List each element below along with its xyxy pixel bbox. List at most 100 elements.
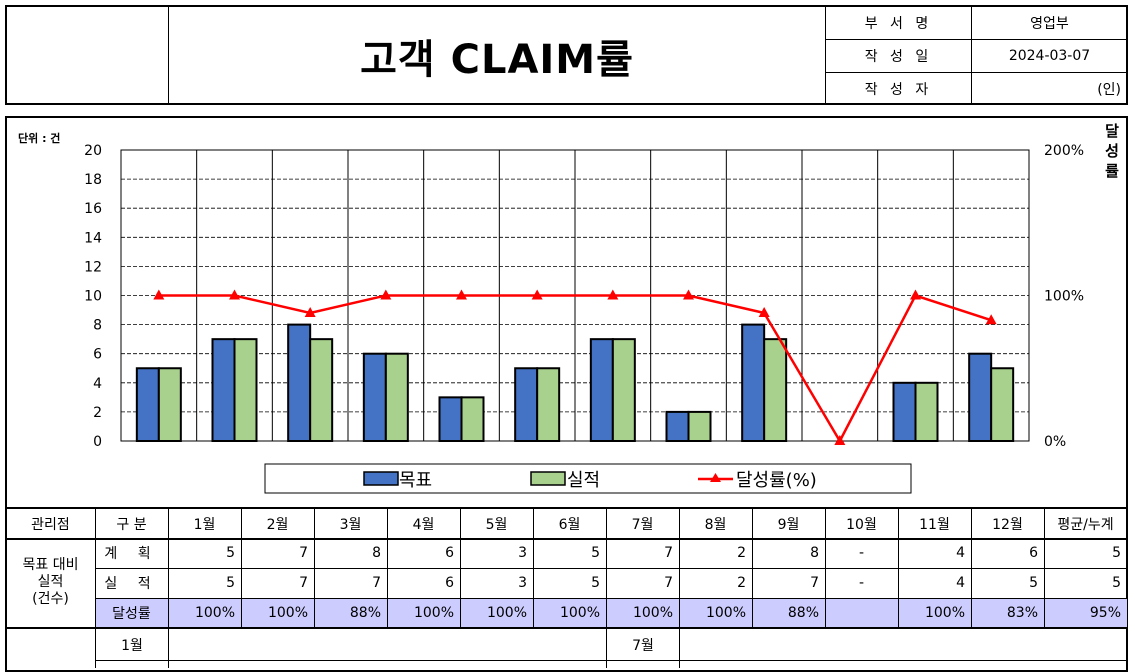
notes-divider	[679, 628, 680, 668]
table-cell[interactable]: 7	[299, 545, 308, 561]
table-cell[interactable]: 7	[810, 575, 819, 591]
y-axis-tick-label: 0	[93, 434, 102, 450]
table-cell[interactable]: 5	[226, 575, 235, 591]
table-cell[interactable]: 7	[664, 545, 673, 561]
info-value-author[interactable]: (인)	[1097, 81, 1121, 98]
table-cell[interactable]: 100%	[413, 604, 454, 621]
rate-marker	[910, 289, 921, 300]
row-label: 실 적	[104, 576, 159, 592]
bar-actual	[460, 396, 485, 443]
bar-actual	[309, 338, 334, 442]
row-label: 달성률	[112, 605, 151, 622]
table-cell[interactable]: 100%	[705, 604, 746, 621]
table-col-line	[679, 509, 680, 627]
table-cell[interactable]	[825, 598, 898, 627]
info-value-date[interactable]: 2024-03-07	[1008, 48, 1091, 64]
table-cell[interactable]: 5	[1112, 545, 1121, 561]
info-value-dept[interactable]: 영업부	[1030, 15, 1069, 32]
bar-target	[589, 338, 614, 442]
table-cell[interactable]: 7	[664, 575, 673, 591]
table-cell[interactable]: 4	[956, 545, 965, 561]
notes-divider	[95, 628, 96, 668]
header-divider-logo	[168, 6, 169, 104]
bar-target	[438, 396, 463, 443]
table-col-line	[898, 509, 899, 627]
table-cell[interactable]: 88%	[787, 604, 819, 621]
table-cell[interactable]: 2	[737, 545, 746, 561]
header-divider-info	[825, 6, 826, 104]
achievement-row-bg	[95, 598, 1127, 627]
table-row-line	[95, 568, 1127, 569]
table-cell[interactable]: 7	[299, 575, 308, 591]
table-cell[interactable]: 8	[810, 545, 819, 561]
table-col-line	[460, 509, 461, 627]
header-divider-info-value	[971, 6, 972, 104]
table-row-line	[95, 598, 1127, 599]
table-cell[interactable]: 88%	[349, 604, 381, 621]
legend-label-rate: 달성률(%)	[736, 470, 817, 491]
table-col-line	[387, 509, 388, 627]
bar-actual	[157, 367, 182, 442]
table-cell[interactable]: 2	[737, 575, 746, 591]
table-cell[interactable]: 100%	[267, 604, 308, 621]
notes-divider	[168, 628, 169, 668]
row-label: 계 획	[104, 546, 159, 562]
table-cell[interactable]: 6	[1029, 545, 1038, 561]
table-cell[interactable]: 6	[445, 575, 454, 591]
header-info-row-line	[826, 72, 1127, 73]
table-cell[interactable]: 3	[518, 545, 527, 561]
table-cell[interactable]: 100%	[559, 604, 600, 621]
table-cell[interactable]: 5	[1029, 575, 1038, 591]
y-axis-tick-label: 6	[93, 347, 102, 363]
table-cell[interactable]: 83%	[1006, 604, 1038, 621]
table-cell[interactable]: 5	[1112, 575, 1121, 591]
table-cell[interactable]: 95%	[1089, 604, 1121, 621]
table-cell[interactable]: 6	[445, 545, 454, 561]
table-cell[interactable]: 100%	[486, 604, 527, 621]
table-col-line	[533, 509, 534, 627]
table-header-cell: 3월	[339, 516, 362, 533]
table-cell[interactable]: 8	[372, 545, 381, 561]
y-axis-tick-label: 20	[84, 143, 102, 159]
group-label-line: 목표 대비	[22, 557, 79, 573]
table-cell[interactable]: 7	[372, 575, 381, 591]
table-header-cell: 구 분	[116, 516, 147, 533]
table-cell[interactable]: 5	[591, 575, 600, 591]
rate-line	[158, 293, 992, 444]
table-header-cell: 11월	[919, 516, 950, 533]
table-cell[interactable]: 5	[226, 545, 235, 561]
table-cell[interactable]: 100%	[924, 604, 965, 621]
bar-target	[968, 352, 993, 443]
table-col-line	[606, 509, 607, 627]
table-cell[interactable]: -	[858, 545, 865, 561]
table-header-cell: 10월	[846, 516, 877, 533]
table-cell[interactable]: 4	[956, 575, 965, 591]
table-col-line	[1044, 509, 1045, 627]
bar-target	[211, 338, 236, 442]
bar-actual	[687, 410, 712, 442]
rate-marker	[456, 289, 467, 300]
table-col-line	[314, 509, 315, 627]
right-axis-label-2: 성	[1105, 142, 1119, 160]
notes-divider	[606, 628, 607, 668]
bar-target	[892, 381, 917, 442]
notes-month-right: 7월	[632, 637, 654, 654]
legend-marker-rate	[710, 473, 721, 482]
table-cell[interactable]: 100%	[632, 604, 673, 621]
table-col-line	[241, 509, 242, 627]
y-axis-tick-label: 4	[93, 376, 102, 392]
y-axis-tick-label: 12	[84, 259, 102, 275]
table-cell[interactable]: -	[858, 575, 865, 591]
y-axis-tick-label: 16	[84, 201, 102, 217]
table-header-cell: 7월	[631, 516, 654, 533]
rate-marker	[985, 314, 997, 325]
table-cell[interactable]: 3	[518, 575, 527, 591]
rate-marker	[229, 289, 240, 300]
table-header-cell: 평균/누계	[1057, 516, 1114, 533]
legend-label-target: 목표	[399, 470, 432, 491]
table-cell[interactable]: 100%	[194, 604, 235, 621]
bar-actual	[384, 352, 409, 443]
table-col-line	[95, 509, 96, 627]
table-header-cell: 관리점	[31, 516, 70, 533]
table-cell[interactable]: 5	[591, 545, 600, 561]
